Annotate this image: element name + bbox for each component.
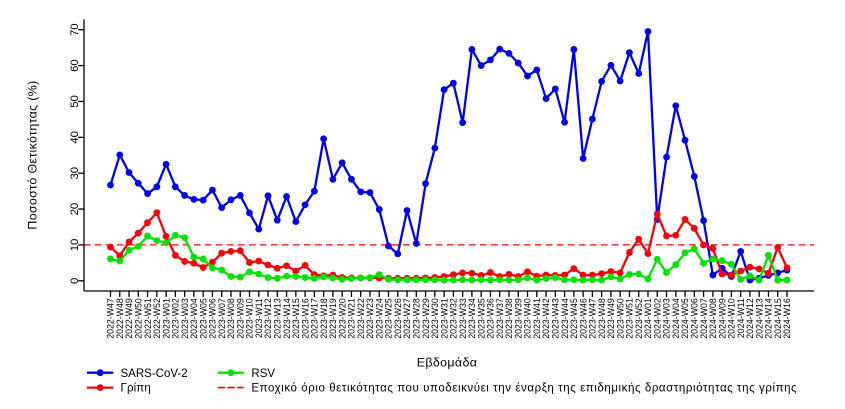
svg-text:2023-W36: 2023-W36: [486, 298, 496, 339]
svg-text:2022-W49: 2022-W49: [124, 298, 134, 339]
svg-text:2023-W12: 2023-W12: [263, 298, 273, 339]
svg-text:2023-W45: 2023-W45: [569, 298, 579, 339]
svg-text:2023-W24: 2023-W24: [374, 298, 384, 339]
svg-text:2023-W01: 2023-W01: [161, 298, 171, 339]
svg-text:2023-W35: 2023-W35: [476, 298, 486, 339]
svg-text:2023-W18: 2023-W18: [319, 298, 329, 339]
svg-text:2023-W32: 2023-W32: [449, 298, 459, 339]
svg-text:2023-W05: 2023-W05: [198, 298, 208, 339]
svg-text:2024-W02: 2024-W02: [652, 298, 662, 339]
svg-text:2022-W51: 2022-W51: [143, 298, 153, 339]
svg-text:30: 30: [69, 167, 81, 180]
svg-text:2023-W08: 2023-W08: [226, 298, 236, 339]
svg-text:2023-W33: 2023-W33: [458, 298, 468, 339]
svg-text:0: 0: [69, 278, 81, 284]
svg-text:2023-W47: 2023-W47: [588, 298, 598, 339]
svg-text:2024-W07: 2024-W07: [699, 298, 709, 339]
svg-text:2023-W29: 2023-W29: [421, 298, 431, 339]
svg-text:2023-W30: 2023-W30: [430, 298, 440, 339]
svg-text:2024-W09: 2024-W09: [717, 298, 727, 339]
svg-text:SARS-CoV-2: SARS-CoV-2: [121, 368, 188, 380]
svg-text:2023-W11: 2023-W11: [254, 298, 264, 338]
svg-text:2023-W16: 2023-W16: [300, 298, 310, 339]
svg-text:2023-W07: 2023-W07: [217, 298, 227, 339]
svg-text:Ποσοστό Θετικότητας (%): Ποσοστό Θετικότητας (%): [26, 80, 40, 229]
svg-text:2023-W22: 2023-W22: [356, 298, 366, 339]
svg-text:40: 40: [69, 131, 81, 144]
svg-text:2023-W27: 2023-W27: [402, 298, 412, 339]
svg-text:2024-W01: 2024-W01: [643, 298, 653, 339]
svg-text:2023-W25: 2023-W25: [384, 298, 394, 339]
svg-text:Γρίπη: Γρίπη: [121, 383, 151, 395]
svg-text:2023-W19: 2023-W19: [328, 298, 338, 339]
svg-text:2023-W26: 2023-W26: [393, 298, 403, 339]
svg-text:Εβδομάδα: Εβδομάδα: [417, 356, 478, 370]
svg-text:2023-W09: 2023-W09: [235, 298, 245, 339]
svg-text:2024-W08: 2024-W08: [708, 298, 718, 339]
svg-text:2022-W52: 2022-W52: [152, 298, 162, 339]
svg-text:2024-W04: 2024-W04: [671, 298, 681, 339]
svg-text:2022-W48: 2022-W48: [115, 298, 125, 339]
svg-text:2023-W52: 2023-W52: [634, 298, 644, 339]
svg-text:2023-W50: 2023-W50: [615, 298, 625, 339]
svg-text:2023-W03: 2023-W03: [180, 298, 190, 339]
svg-text:2023-W42: 2023-W42: [541, 298, 551, 339]
svg-text:2023-W46: 2023-W46: [578, 298, 588, 339]
svg-text:2023-W39: 2023-W39: [513, 298, 523, 339]
svg-text:2024-W12: 2024-W12: [745, 298, 755, 339]
svg-text:2023-W48: 2023-W48: [597, 298, 607, 339]
svg-text:2023-W51: 2023-W51: [625, 298, 635, 339]
svg-text:2023-W37: 2023-W37: [495, 298, 505, 339]
svg-text:2023-W28: 2023-W28: [412, 298, 422, 339]
svg-text:20: 20: [69, 203, 81, 216]
svg-text:2024-W03: 2024-W03: [662, 298, 672, 339]
svg-text:2023-W20: 2023-W20: [337, 298, 347, 339]
svg-text:2024-W06: 2024-W06: [690, 298, 700, 339]
svg-text:2023-W43: 2023-W43: [551, 298, 561, 339]
svg-text:2023-W14: 2023-W14: [282, 298, 292, 339]
svg-text:2023-W06: 2023-W06: [208, 298, 218, 339]
svg-text:2023-W17: 2023-W17: [310, 298, 320, 339]
svg-text:2024-W11: 2024-W11: [736, 298, 746, 338]
svg-text:2023-W15: 2023-W15: [291, 298, 301, 339]
svg-text:RSV: RSV: [251, 368, 275, 380]
svg-text:10: 10: [69, 239, 81, 252]
svg-text:2023-W38: 2023-W38: [504, 298, 514, 339]
svg-text:2023-W31: 2023-W31: [439, 298, 449, 339]
svg-text:2022-W47: 2022-W47: [106, 298, 116, 339]
svg-text:50: 50: [69, 95, 81, 108]
svg-text:2024-W13: 2024-W13: [754, 298, 764, 339]
svg-text:2023-W23: 2023-W23: [365, 298, 375, 339]
svg-text:2023-W40: 2023-W40: [523, 298, 533, 339]
svg-text:2023-W49: 2023-W49: [606, 298, 616, 339]
svg-text:Εποχικό όριο θετικότητας που υ: Εποχικό όριο θετικότητας που υποδεικνύει…: [251, 383, 797, 395]
svg-text:2023-W13: 2023-W13: [273, 298, 283, 339]
svg-text:2023-W10: 2023-W10: [245, 298, 255, 339]
svg-text:2024-W15: 2024-W15: [773, 298, 783, 339]
svg-text:2023-W44: 2023-W44: [560, 298, 570, 339]
svg-text:2023-W41: 2023-W41: [532, 298, 542, 339]
svg-text:70: 70: [69, 23, 81, 36]
svg-text:2023-W34: 2023-W34: [467, 298, 477, 339]
svg-text:2023-W21: 2023-W21: [347, 298, 357, 339]
svg-text:2024-W10: 2024-W10: [727, 298, 737, 339]
svg-text:2022-W50: 2022-W50: [134, 298, 144, 339]
svg-text:60: 60: [69, 59, 81, 72]
svg-text:2024-W14: 2024-W14: [764, 298, 774, 339]
svg-text:2023-W04: 2023-W04: [189, 298, 199, 339]
svg-text:2024-W05: 2024-W05: [680, 298, 690, 339]
svg-text:2023-W02: 2023-W02: [171, 298, 181, 339]
svg-text:2024-W16: 2024-W16: [782, 298, 792, 339]
